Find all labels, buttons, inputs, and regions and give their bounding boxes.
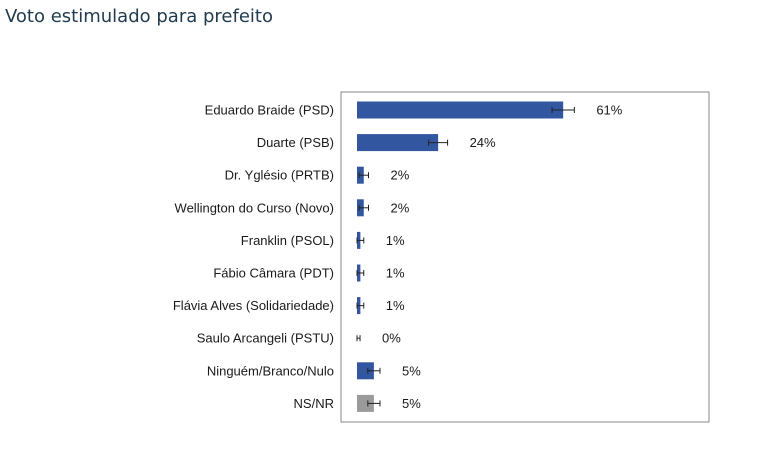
category-label: Eduardo Braide (PSD) <box>205 103 334 118</box>
value-label: 61% <box>596 103 622 118</box>
category-label: Ninguém/Branco/Nulo <box>207 363 334 378</box>
category-label: Saulo Arcangeli (PSTU) <box>197 331 334 346</box>
category-labels: Eduardo Braide (PSD) Duarte (PSB) Dr. Yglé… <box>173 103 334 411</box>
category-label: Duarte (PSB) <box>257 135 334 150</box>
value-label: 1% <box>386 298 405 313</box>
error-bar <box>358 204 369 211</box>
error-bar <box>356 270 365 276</box>
error-bar <box>551 107 575 113</box>
plot-frame <box>340 91 710 423</box>
value-label: 24% <box>470 135 496 150</box>
value-label: 2% <box>390 168 409 183</box>
error-bar <box>356 237 365 244</box>
value-label: 2% <box>390 200 409 215</box>
value-label: 0% <box>382 331 401 346</box>
bar <box>357 101 564 119</box>
category-label: Wellington do Curso (Novo) <box>175 200 334 215</box>
value-label: 1% <box>386 266 405 281</box>
bar <box>357 362 374 380</box>
category-label: Dr. Yglésio (PRTB) <box>225 168 334 183</box>
value-label: 5% <box>402 363 421 378</box>
value-label: 5% <box>402 396 421 411</box>
bars <box>357 101 564 412</box>
category-label: Flávia Alves (Solidariedade) <box>173 298 334 313</box>
value-labels: 61% 24% 2% 2% 1% 1% 1% 0% 5% 5% <box>382 103 623 411</box>
error-bar <box>367 400 381 407</box>
error-bars <box>356 107 575 407</box>
error-bar <box>356 302 365 309</box>
category-label: Franklin (PSOL) <box>241 233 334 248</box>
page-title: Voto estimulado para prefeito <box>5 6 273 27</box>
bar <box>357 394 374 412</box>
value-label: 1% <box>386 233 405 248</box>
bar <box>357 134 439 152</box>
error-bar <box>367 367 381 374</box>
category-label: NS/NR <box>294 396 334 411</box>
error-bar <box>356 335 361 342</box>
error-bar <box>358 172 369 179</box>
category-label: Fábio Câmara (PDT) <box>213 266 334 281</box>
error-bar <box>428 139 449 146</box>
